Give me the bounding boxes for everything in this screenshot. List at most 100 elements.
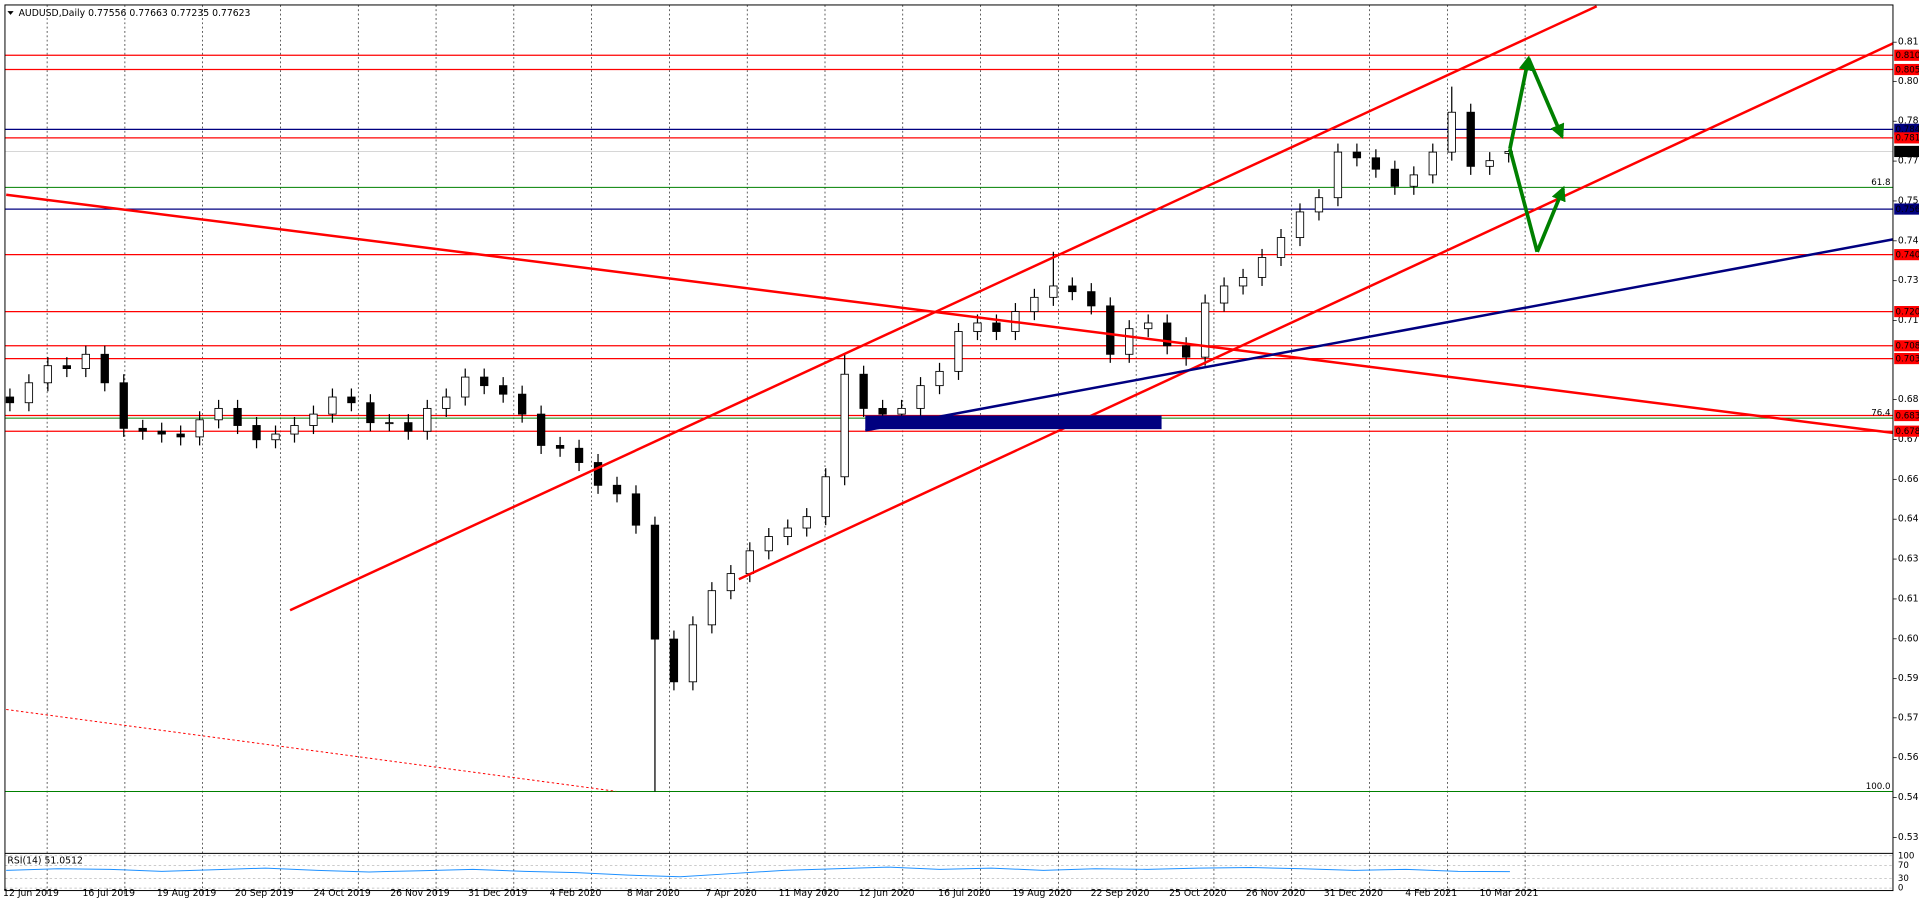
candle-body — [1428, 151, 1437, 176]
x-tick-label: 19 Aug 2019 — [157, 888, 217, 898]
candle-body — [461, 376, 470, 398]
candle-body — [1371, 157, 1381, 170]
x-tick-label: 22 Sep 2020 — [1091, 888, 1150, 898]
candle-body — [423, 407, 432, 432]
symbol: AUDUSD,Daily — [19, 8, 86, 19]
candle-body — [252, 425, 261, 441]
price-level-box — [1894, 340, 1919, 352]
y-tick-label: 0.80085 — [1898, 76, 1919, 87]
candle-body — [24, 382, 34, 404]
candle-body — [1390, 168, 1399, 187]
candle-body — [973, 322, 982, 332]
y-tick-label: 0.59110 — [1898, 673, 1919, 684]
price-level-box — [1894, 132, 1919, 144]
price-level-label: 0.81000 — [1895, 51, 1919, 61]
channel-upper — [289, 5, 1598, 612]
chart-header: AUDUSD,Daily 0.77556 0.77663 0.77235 0.7… — [19, 8, 251, 19]
y-tick-label: 0.75885 — [1898, 195, 1919, 206]
x-tick-label: 11 May 2020 — [779, 888, 840, 898]
candle-body — [100, 353, 109, 384]
price-level-box — [1894, 49, 1919, 61]
y-tick-label: 0.53535 — [1898, 832, 1919, 843]
candle-body — [385, 422, 394, 425]
plot-frame — [4, 4, 1894, 892]
menu-icon[interactable] — [7, 11, 14, 15]
support-trend-line — [865, 238, 1894, 432]
arrow-down-alt — [1508, 148, 1539, 253]
fib-label: 100.0 — [1866, 782, 1891, 792]
candle-body — [1257, 257, 1267, 278]
candle-body — [859, 373, 868, 409]
y-tick-label: 0.78685 — [1898, 116, 1919, 127]
price-level-box — [1894, 63, 1919, 76]
price-level-box — [1894, 145, 1919, 158]
candle-body — [347, 396, 356, 404]
y-tick-label: 0.54935 — [1898, 792, 1919, 803]
axes: 0.81460 0.80085 0.78685 0.77285 0.75885 0.744… — [3, 37, 1919, 898]
candle-body — [992, 322, 1001, 332]
candle-body — [821, 476, 830, 518]
header-close: 0.77623 — [212, 8, 250, 19]
candle-body — [233, 407, 242, 426]
candle-body — [442, 396, 451, 409]
price-level-label: 0.74000 — [1895, 251, 1919, 261]
price-level-box — [1894, 409, 1919, 422]
candle-body — [138, 427, 147, 432]
candle-body — [1276, 237, 1286, 258]
candle-body — [1466, 111, 1475, 167]
rsi-tick-label: 100 — [1898, 851, 1915, 861]
candle-body — [43, 365, 53, 384]
rsi-line — [6, 866, 1510, 878]
candle-body — [688, 624, 698, 683]
candle-body — [802, 516, 811, 529]
y-tick-label: 0.57735 — [1898, 712, 1919, 723]
candle-body — [1087, 291, 1096, 307]
price-level-label: 0.78100 — [1895, 134, 1919, 144]
candle-body — [593, 462, 603, 486]
arrow-down — [1526, 57, 1565, 140]
rsi-tick-label: 70 — [1898, 861, 1909, 871]
candle-body — [574, 447, 584, 463]
candle-body — [214, 407, 223, 421]
candle-body — [309, 413, 318, 426]
x-tick-label: 12 Jun 2020 — [859, 888, 915, 898]
candle-body — [1314, 197, 1324, 213]
price-level-label: 0.70350 — [1895, 354, 1919, 364]
candle-body — [555, 445, 565, 449]
support-zone — [865, 415, 1162, 430]
x-tick-label: 25 Oct 2020 — [1169, 888, 1226, 898]
candle-body — [612, 484, 622, 495]
x-tick-label: 26 Nov 2019 — [390, 888, 450, 898]
y-tick-label: 0.71685 — [1898, 315, 1919, 326]
fib-label: 76.4 — [1871, 409, 1891, 419]
price-level-box — [1894, 306, 1919, 318]
candle-body — [1049, 285, 1058, 298]
candle-body — [1068, 285, 1077, 293]
y-tick-label: 0.56335 — [1898, 752, 1919, 763]
candle-body — [499, 385, 508, 395]
candle-body — [290, 425, 299, 435]
rsi-title: RSI(14) 51.0512 — [7, 855, 82, 866]
candle-body — [480, 376, 489, 387]
price-level-label: 0.70800 — [1895, 342, 1919, 352]
candle-body — [935, 370, 944, 387]
grid — [46, 4, 1526, 891]
x-tick-label: 16 Jul 2020 — [938, 888, 991, 898]
x-tick-label: 7 Apr 2020 — [705, 888, 757, 898]
price-level-label: 0.78400 — [1895, 125, 1919, 135]
y-tick-label: 0.68910 — [1898, 394, 1919, 405]
candle-body — [1163, 322, 1172, 347]
candle-body — [707, 590, 717, 626]
candle-body — [81, 353, 90, 369]
price-level-label: 0.72000 — [1895, 307, 1919, 317]
price-level-box — [1894, 425, 1919, 437]
header-high: 0.77663 — [129, 8, 167, 19]
candle-body — [366, 402, 375, 424]
candle-body — [195, 419, 204, 438]
x-tick-label: 10 Mar 2021 — [1480, 888, 1539, 898]
candle-body — [1333, 151, 1343, 199]
candle-body — [157, 430, 166, 435]
candle-body — [119, 382, 128, 429]
